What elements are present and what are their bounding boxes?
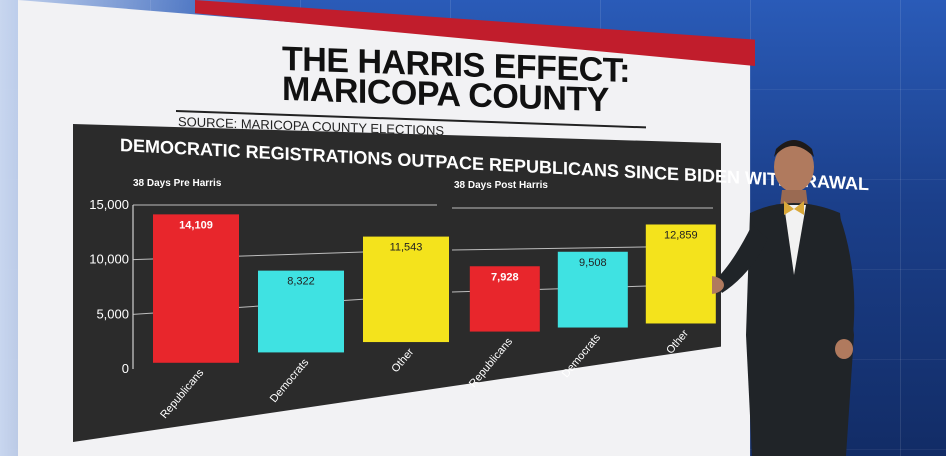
chart-2-bar-democrats (557, 251, 628, 328)
chart-1-y-tick-label: 10,000 (89, 252, 129, 267)
chart-2-category-label: Other (664, 327, 691, 356)
chart-1-y-tick-label: 0 (122, 361, 129, 376)
anchor-neck (780, 190, 808, 207)
chart-1-category-label: Republicans (158, 367, 206, 421)
chart-2-category-label: Republicans (467, 335, 515, 389)
chart-2-bar-republicans (469, 266, 540, 332)
news-anchor-figure (712, 140, 855, 456)
chart-1-category-label: Other (389, 346, 416, 375)
chart-2-title: 38 Days Post Harris (454, 180, 548, 191)
anchor-right-arm (828, 217, 855, 347)
chart-2-data-label: 12,859 (664, 229, 698, 241)
chart-1-data-label: 14,109 (179, 219, 213, 231)
bow-tie-icon (784, 201, 804, 215)
chart-2-bar-other (645, 224, 716, 324)
chart-1-y-tick-label: 15,000 (89, 197, 129, 212)
chart-1-title: 38 Days Pre Harris (133, 178, 222, 189)
chart-1-data-label: 8,322 (287, 276, 315, 288)
chart-1-bar-other (363, 236, 449, 343)
anchor-right-hand (835, 339, 853, 359)
chart-1-category-label: Democrats (268, 356, 312, 405)
chart-2-category-label: Democrats (560, 331, 604, 380)
anchor-shirt (784, 205, 806, 275)
chart-1-data-label: 11,543 (390, 242, 423, 254)
chart-1-bar-democrats (258, 270, 344, 353)
anchor-left-arm (714, 225, 768, 293)
chart-1-y-tick-label: 5,000 (96, 306, 129, 321)
anchor-suit (746, 203, 854, 456)
anchor-head (774, 142, 814, 192)
anchor-hand (712, 276, 724, 294)
chart-2-data-label: 9,508 (579, 257, 607, 269)
chart-1-bar-republicans (153, 214, 239, 363)
anchor-hair (774, 140, 814, 157)
chart-2-data-label: 7,928 (491, 271, 519, 283)
